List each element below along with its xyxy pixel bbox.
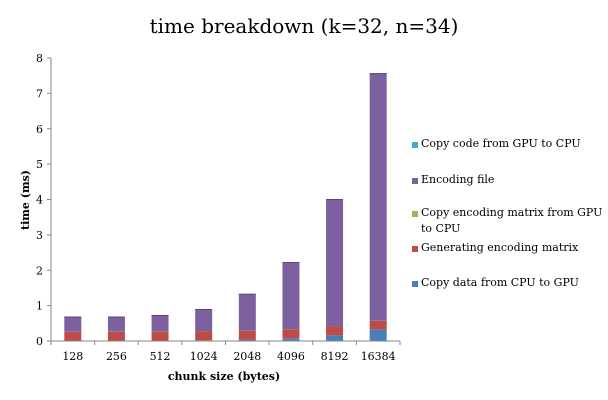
x-tick-label: 256 — [106, 350, 127, 363]
bar-segment-encoding-file — [282, 262, 300, 330]
y-axis-label: time (ms) — [19, 170, 32, 230]
x-tick-label: 4096 — [277, 350, 305, 363]
legend-item: Copy encoding matrix from GPU to CPU — [412, 205, 604, 237]
x-axis-ticks: 128 256 512 1024 2048 4096 8192 16384 — [50, 341, 401, 363]
bar-segment-copy-data-from-cpu-to-gpu — [282, 338, 300, 341]
bar-segment-encoding-file — [326, 199, 344, 327]
legend-swatch — [412, 178, 418, 184]
bar-segment-generating-encoding-matrix — [64, 331, 82, 341]
bar-segment-generating-encoding-matrix — [369, 320, 387, 330]
legend-label: Generating encoding matrix — [421, 241, 579, 254]
bar-segment-generating-encoding-matrix — [282, 329, 300, 339]
y-tick-label: 0 — [36, 335, 43, 348]
bar-segment-generating-encoding-matrix — [326, 326, 344, 336]
bar-segment-copy-data-from-cpu-to-gpu — [326, 335, 344, 341]
y-axis-ticks: 0 1 2 3 4 5 6 7 8 — [36, 52, 51, 348]
x-tick-label: 2048 — [233, 350, 261, 363]
legend-swatch — [412, 211, 418, 217]
y-tick-label: 5 — [36, 158, 43, 171]
bar-segment-generating-encoding-matrix — [107, 331, 125, 341]
x-tick-label: 8192 — [321, 350, 349, 363]
chart-title: time breakdown (k=32, n=34) — [150, 14, 459, 38]
x-tick-label: 128 — [62, 350, 83, 363]
bar-segment-encoding-file — [238, 294, 256, 331]
y-tick-label: 7 — [36, 87, 43, 100]
bar-segment-encoding-file — [151, 315, 169, 332]
y-tick-label: 4 — [36, 194, 43, 207]
y-tick-label: 2 — [36, 264, 43, 277]
x-axis-label: chunk size (bytes) — [168, 370, 280, 383]
legend-swatch — [412, 246, 418, 252]
legend-label: Copy encoding matrix from GPU to CPU — [421, 206, 603, 235]
bar-stacks — [64, 73, 387, 341]
y-tick-label: 8 — [36, 52, 43, 65]
bar-segment-encoding-file — [107, 317, 125, 332]
legend-item: Encoding file — [412, 172, 604, 188]
legend-label: Encoding file — [421, 173, 495, 186]
legend-item: Copy data from CPU to GPU — [412, 275, 604, 291]
legend-item: Generating encoding matrix — [412, 240, 604, 256]
bar-segment-generating-encoding-matrix — [151, 331, 169, 341]
bar-segment-encoding-file — [64, 317, 82, 332]
bar-segment-generating-encoding-matrix — [238, 330, 256, 340]
x-tick-label: 512 — [150, 350, 171, 363]
y-tick-label: 6 — [36, 123, 43, 136]
y-tick-label: 1 — [36, 300, 43, 313]
legend-swatch — [412, 281, 418, 287]
bar-segment-generating-encoding-matrix — [195, 331, 213, 341]
x-tick-label: 16384 — [361, 350, 396, 363]
legend-swatch — [412, 142, 418, 148]
legend-item: Copy code from GPU to CPU — [412, 136, 604, 152]
legend-label: Copy data from CPU to GPU — [421, 276, 579, 289]
bar-segment-copy-data-from-cpu-to-gpu — [369, 329, 387, 341]
y-tick-label: 3 — [36, 229, 43, 242]
legend-label: Copy code from GPU to CPU — [421, 137, 581, 150]
bar-segment-encoding-file — [369, 73, 387, 321]
bar-segment-copy-data-from-cpu-to-gpu — [238, 339, 256, 341]
bar-segment-encoding-file — [195, 309, 213, 332]
x-tick-label: 1024 — [190, 350, 218, 363]
